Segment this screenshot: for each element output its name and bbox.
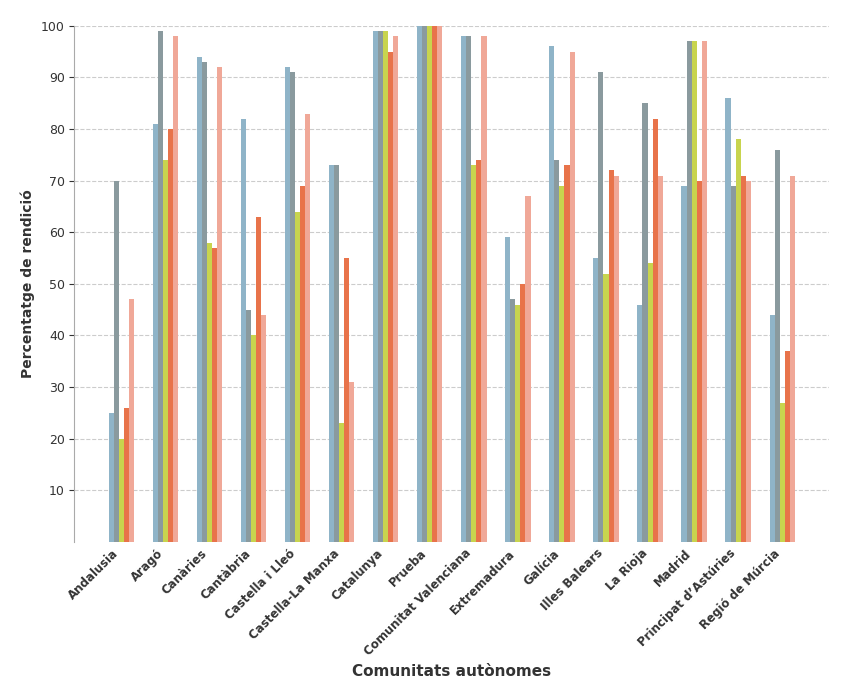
Bar <box>593 258 598 542</box>
Bar <box>433 26 438 542</box>
Bar <box>564 165 570 542</box>
Bar <box>462 36 467 542</box>
Bar <box>570 52 575 542</box>
Bar <box>726 98 730 542</box>
Bar <box>261 315 266 542</box>
Bar <box>510 300 515 542</box>
Bar <box>168 129 173 542</box>
Bar <box>702 41 706 542</box>
Bar <box>559 186 564 542</box>
Bar <box>779 402 785 542</box>
Bar <box>246 309 251 542</box>
Bar <box>438 26 443 542</box>
Bar <box>467 36 471 542</box>
Bar <box>119 439 124 542</box>
Bar <box>207 243 212 542</box>
Bar <box>525 196 530 542</box>
Bar <box>290 72 295 542</box>
Bar <box>682 186 687 542</box>
Bar <box>769 315 774 542</box>
Bar <box>609 170 614 542</box>
Bar <box>774 150 779 542</box>
Bar <box>515 304 520 542</box>
Bar <box>197 57 202 542</box>
Bar <box>554 160 559 542</box>
Bar <box>692 41 697 542</box>
Bar <box>653 119 658 542</box>
Bar <box>241 119 246 542</box>
Bar <box>251 335 256 542</box>
Bar <box>256 217 261 542</box>
Bar <box>124 408 129 542</box>
Bar <box>153 124 158 542</box>
Bar <box>471 165 476 542</box>
Bar <box>373 31 378 542</box>
Bar <box>129 300 134 542</box>
Bar <box>300 186 305 542</box>
Bar <box>109 413 114 542</box>
Bar <box>378 31 383 542</box>
Bar <box>329 165 334 542</box>
Bar <box>614 176 619 542</box>
Bar <box>114 181 119 542</box>
Bar <box>505 237 510 542</box>
Bar <box>334 165 339 542</box>
Bar <box>735 139 740 542</box>
Bar <box>349 382 354 542</box>
Bar <box>212 248 217 542</box>
Bar <box>481 36 486 542</box>
Bar <box>638 304 643 542</box>
Bar <box>476 160 481 542</box>
Bar <box>202 62 207 542</box>
Bar <box>295 211 300 542</box>
Bar <box>598 72 604 542</box>
Bar <box>422 26 428 542</box>
Bar <box>740 176 745 542</box>
Bar <box>604 274 609 542</box>
Bar <box>383 31 388 542</box>
Bar <box>785 351 790 542</box>
Bar <box>697 181 702 542</box>
Bar <box>285 67 290 542</box>
Bar <box>643 103 648 542</box>
Bar <box>388 52 394 542</box>
Bar <box>173 36 178 542</box>
Bar <box>163 160 168 542</box>
Bar <box>305 113 310 542</box>
Bar <box>745 181 751 542</box>
Bar <box>520 284 525 542</box>
Bar <box>687 41 692 542</box>
Bar <box>549 46 554 542</box>
X-axis label: Comunitats autònomes: Comunitats autònomes <box>352 664 552 679</box>
Bar <box>344 258 349 542</box>
Bar <box>658 176 663 542</box>
Bar <box>648 263 653 542</box>
Bar <box>158 31 163 542</box>
Bar <box>428 26 433 542</box>
Bar <box>790 176 795 542</box>
Bar <box>217 67 222 542</box>
Bar <box>394 36 399 542</box>
Bar <box>339 424 344 542</box>
Y-axis label: Percentatge de rendició: Percentatge de rendició <box>21 190 36 378</box>
Bar <box>417 26 422 542</box>
Bar <box>730 186 735 542</box>
